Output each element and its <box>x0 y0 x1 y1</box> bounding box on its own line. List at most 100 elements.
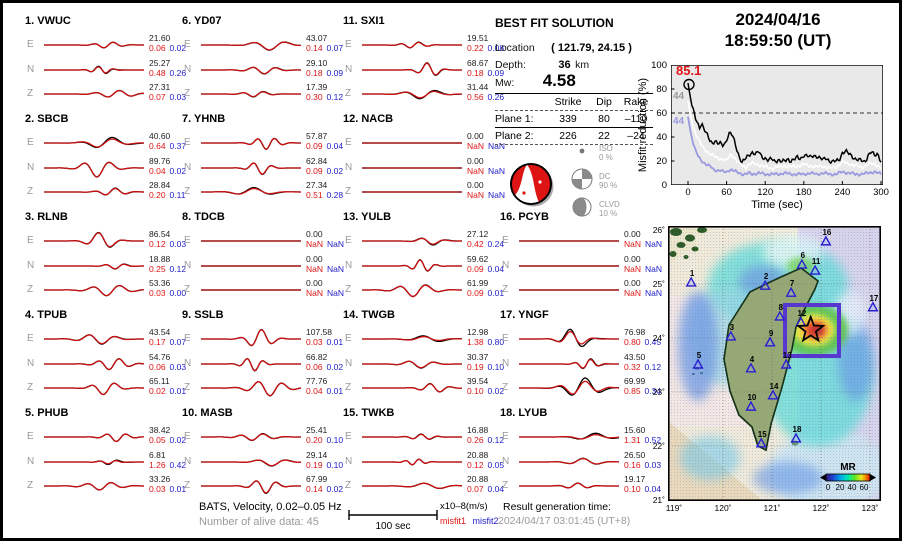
misfit2-value: 0.26 <box>169 67 187 78</box>
channel-label: N <box>345 161 353 173</box>
peak-amplitude: 0.00 <box>624 253 641 264</box>
misfit1-value: 0.09 <box>467 263 484 274</box>
misfit1-value: NaN <box>467 165 485 176</box>
misfit1-value: 0.30 <box>306 92 323 102</box>
misfit2-value: 0.12 <box>644 361 662 372</box>
misfit2-value: 0.24 <box>487 239 505 249</box>
channel-row: Z 0.00 NaN NaN <box>343 180 505 204</box>
map-xtick: 120˚ <box>714 503 732 513</box>
peak-amplitude: 76.98 <box>624 327 646 337</box>
channel-row: N 43.50 0.32 0.12 <box>500 352 661 376</box>
misfit2-value: 0.45 <box>644 337 662 347</box>
station-number-label: 6 <box>801 251 806 260</box>
channel-row: E 40.60 0.64 0.37 <box>25 131 186 155</box>
misfit2-value: 0.03 <box>169 92 187 102</box>
channel-label: N <box>345 259 353 271</box>
misfit-curve-1 <box>687 100 882 172</box>
iso-percent: 0 % <box>599 153 613 162</box>
misfit1-value: 0.10 <box>467 386 484 396</box>
station-marker-icon <box>790 432 802 443</box>
misfit-ytick: 20 <box>656 156 667 167</box>
channel-row: Z 67.99 0.14 0.02 <box>182 474 343 498</box>
misfit2-value: 0.02 <box>326 165 344 176</box>
misfit2-value: 0.09 <box>326 67 344 78</box>
misfit1-value: NaN <box>624 239 642 249</box>
channel-label: E <box>27 431 34 442</box>
channel-values: 15.60 1.31 0.52 <box>624 425 661 445</box>
channel-values: 0.00 NaN NaN <box>467 131 505 151</box>
channel-values: 107.58 0.03 0.01 <box>306 327 343 347</box>
dc-legend: DC 90 % <box>599 172 617 190</box>
channel-row: E 19.51 0.22 0.08 <box>343 33 504 57</box>
waveform-trace <box>519 482 619 489</box>
station-panel-lyub: 18. LYUB E 15.60 1.31 0.52 N 26.50 0.16 0.03 Z 19.… <box>500 407 661 505</box>
station-marker-icon <box>685 276 697 287</box>
channel-row: N 20.88 0.12 0.05 <box>343 450 504 474</box>
waveform-trace <box>44 433 144 443</box>
station-title: 12. NACB <box>343 113 394 125</box>
station-number-label: 7 <box>790 279 795 288</box>
station-number-label: 9 <box>769 329 774 338</box>
misfit2-value: 0.80 <box>487 337 505 347</box>
misfit2-value: 0.28 <box>326 190 344 200</box>
peak-amplitude: 53.36 <box>149 278 171 288</box>
station-title: 3. RLNB <box>25 211 68 223</box>
plane1-label: Plane 1: <box>495 113 534 125</box>
peak-amplitude: 0.00 <box>467 180 484 190</box>
misfit2-value: 0.12 <box>169 263 187 274</box>
station-panel-yd07: 6. YD07 E 43.07 0.14 0.07 N 29.10 0.18 0.09 Z 17.3… <box>182 15 343 113</box>
plane2-dip: 22 <box>598 130 610 142</box>
waveform-trace <box>201 187 301 195</box>
channel-values: 43.50 0.32 0.12 <box>624 352 661 372</box>
peak-amplitude: 68.67 <box>467 57 489 68</box>
channel-label: N <box>27 357 35 369</box>
colorbar-tick: 0 <box>826 483 831 492</box>
channel-values: 43.54 0.17 0.07 <box>149 327 186 347</box>
channel-label: E <box>345 39 352 50</box>
peak-amplitude: 27.12 <box>467 229 489 239</box>
event-datetime: 2024/04/16 18:59:50 (UT) <box>667 9 889 51</box>
time-scale-label: 100 sec <box>375 521 411 532</box>
waveform-trace <box>362 191 462 193</box>
waveform-trace <box>201 161 301 175</box>
peak-amplitude: 19.51 <box>467 33 489 43</box>
station-number-label: 17 <box>869 294 878 303</box>
station-marker-icon <box>692 358 704 369</box>
channel-values: 39.54 0.10 0.02 <box>467 376 504 396</box>
colorbar-tick: 60 <box>860 483 869 492</box>
misfit1-value: NaN <box>624 288 642 298</box>
channel-row: E 12.98 1.38 0.80 <box>343 327 504 351</box>
solution-location-row: Location ( 121.79, 24.15 ) <box>495 38 632 56</box>
station-title: 10. MASB <box>182 407 233 419</box>
misfit2-value: NaN <box>488 141 506 151</box>
waveform-trace <box>519 432 620 440</box>
station-marker-icon <box>796 258 808 269</box>
peak-amplitude: 20.88 <box>467 474 489 484</box>
channel-row: Z 27.31 0.07 0.03 <box>25 82 186 106</box>
peak-amplitude: 66.82 <box>306 351 328 362</box>
channel-values: 6.81 1.26 0.42 <box>149 450 186 470</box>
waveform-trace <box>201 458 301 467</box>
station-panel-yulb: 13. YULB E 27.12 0.42 0.24 N 59.62 0.09 0.04 Z 61.… <box>343 211 504 309</box>
station-marker-icon <box>785 286 797 297</box>
peak-amplitude: 16.88 <box>467 425 489 435</box>
station-number-label: 2 <box>764 272 769 281</box>
station-marker-icon <box>745 400 757 411</box>
station-title: 18. LYUB <box>500 407 548 419</box>
station-number-label: 1 <box>690 269 695 278</box>
station-marker-icon <box>780 358 792 369</box>
misfit1-value: 0.56 <box>467 92 484 102</box>
channel-values: 26.50 0.16 0.03 <box>624 450 661 470</box>
waveform-trace <box>201 240 301 242</box>
station-number-label: 11 <box>812 257 821 266</box>
waveform-trace <box>44 334 144 345</box>
misfit1-value: 0.09 <box>467 288 484 298</box>
channel-label: Z <box>502 382 509 393</box>
station-marker-icon <box>745 362 757 373</box>
station-title: 1. VWUC <box>25 15 71 27</box>
misfit2-value: 0.12 <box>487 435 505 445</box>
channel-label: E <box>502 431 509 442</box>
channel-row: Z 65.11 0.02 0.01 <box>25 376 186 400</box>
peak-amplitude: 54.76 <box>149 351 171 362</box>
